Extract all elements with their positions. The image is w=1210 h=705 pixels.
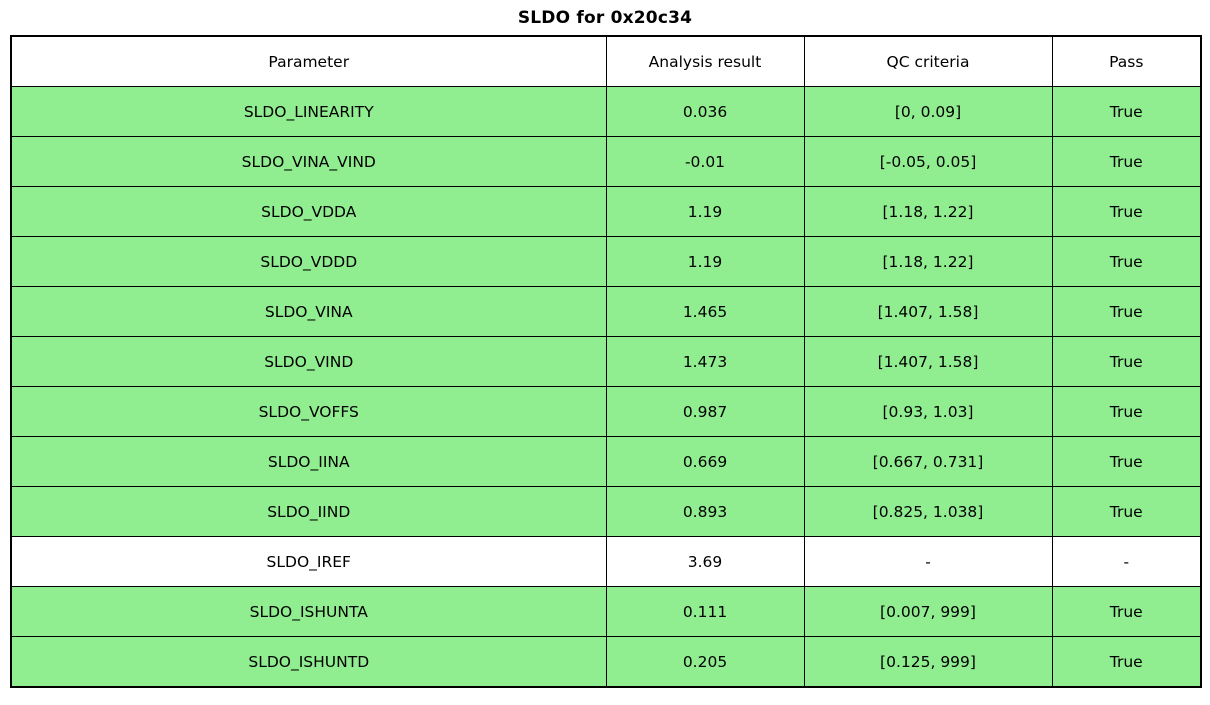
cell-analysis-result: 1.19	[605, 236, 805, 287]
cell-parameter: SLDO_LINEARITY	[10, 86, 607, 137]
cell-analysis-result: 1.465	[605, 286, 805, 337]
table-row: SLDO_IIND 0.893 [0.825, 1.038] True	[10, 486, 1202, 537]
cell-qc-criteria: [0.125, 999]	[803, 636, 1053, 688]
table-row: SLDO_ISHUNTD 0.205 [0.125, 999] True	[10, 636, 1202, 688]
cell-qc-criteria: [1.18, 1.22]	[803, 186, 1053, 237]
cell-pass: True	[1051, 86, 1202, 137]
cell-parameter: SLDO_VINA_VIND	[10, 136, 607, 187]
cell-analysis-result: -0.01	[605, 136, 805, 187]
table-row: SLDO_IINA 0.669 [0.667, 0.731] True	[10, 436, 1202, 487]
cell-qc-criteria: [1.407, 1.58]	[803, 286, 1053, 337]
table-row: SLDO_IREF 3.69- -	[10, 536, 1202, 587]
cell-parameter: SLDO_ISHUNTD	[10, 636, 607, 688]
cell-pass: True	[1051, 636, 1202, 688]
cell-qc-criteria: [1.407, 1.58]	[803, 336, 1053, 387]
cell-analysis-result: 0.987	[605, 386, 805, 437]
cell-qc-criteria: [0.93, 1.03]	[803, 386, 1053, 437]
table-header: Parameter Analysis result QC criteria Pa…	[10, 35, 1202, 87]
cell-pass: -	[1051, 536, 1202, 587]
cell-parameter: SLDO_VDDD	[10, 236, 607, 287]
cell-pass: True	[1051, 336, 1202, 387]
cell-parameter: SLDO_VINA	[10, 286, 607, 337]
header-row: Parameter Analysis result QC criteria Pa…	[10, 35, 1202, 87]
header-parameter: Parameter	[10, 35, 607, 87]
table-row: SLDO_VINA 1.465 [1.407, 1.58] True	[10, 286, 1202, 337]
table-row: SLDO_VIND 1.473 [1.407, 1.58] True	[10, 336, 1202, 387]
table-row: SLDO_LINEARITY 0.036 [0, 0.09] True	[10, 86, 1202, 137]
table-row: SLDO_VOFFS 0.987 [0.93, 1.03] True	[10, 386, 1202, 437]
cell-pass: True	[1051, 286, 1202, 337]
cell-parameter: SLDO_VIND	[10, 336, 607, 387]
qc-table: Parameter Analysis result QC criteria Pa…	[10, 35, 1202, 688]
cell-qc-criteria: [-0.05, 0.05]	[803, 136, 1053, 187]
cell-analysis-result: 1.473	[605, 336, 805, 387]
cell-qc-criteria: [0, 0.09]	[803, 86, 1053, 137]
cell-analysis-result: 1.19	[605, 186, 805, 237]
cell-analysis-result: 0.893	[605, 486, 805, 537]
table-row: SLDO_VDDD 1.19 [1.18, 1.22] True	[10, 236, 1202, 287]
cell-qc-criteria: [0.825, 1.038]	[803, 486, 1053, 537]
cell-analysis-result: 0.205	[605, 636, 805, 688]
cell-analysis-result: 0.669	[605, 436, 805, 487]
header-qc-criteria: QC criteria	[803, 35, 1053, 87]
cell-parameter: SLDO_IREF	[10, 536, 607, 587]
cell-pass: True	[1051, 386, 1202, 437]
cell-pass: True	[1051, 136, 1202, 187]
table-row: SLDO_VDDA 1.19 [1.18, 1.22] True	[10, 186, 1202, 237]
table-row: SLDO_VINA_VIND -0.01 [-0.05, 0.05] True	[10, 136, 1202, 187]
header-pass: Pass	[1051, 35, 1202, 87]
table-row: SLDO_ISHUNTA 0.111 [0.007, 999] True	[10, 586, 1202, 637]
cell-analysis-result: 0.111	[605, 586, 805, 637]
cell-pass: True	[1051, 486, 1202, 537]
cell-parameter: SLDO_VDDA	[10, 186, 607, 237]
table-body: SLDO_LINEARITY 0.036 [0, 0.09] True SLDO_VIN…	[10, 86, 1202, 688]
cell-pass: True	[1051, 586, 1202, 637]
cell-parameter: SLDO_VOFFS	[10, 386, 607, 437]
cell-pass: True	[1051, 436, 1202, 487]
cell-analysis-result: 0.036	[605, 86, 805, 137]
cell-parameter: SLDO_IIND	[10, 486, 607, 537]
cell-qc-criteria: -	[803, 536, 1053, 587]
cell-qc-criteria: [0.007, 999]	[803, 586, 1053, 637]
cell-analysis-result: 3.69	[605, 536, 805, 587]
chart-title: SLDO for 0x20c34	[517, 8, 693, 28]
cell-parameter: SLDO_IINA	[10, 436, 607, 487]
cell-parameter: SLDO_ISHUNTA	[10, 586, 607, 637]
cell-qc-criteria: [0.667, 0.731]	[803, 436, 1053, 487]
cell-qc-criteria: [1.18, 1.22]	[803, 236, 1053, 287]
cell-pass: True	[1051, 186, 1202, 237]
cell-pass: True	[1051, 236, 1202, 287]
header-analysis-result: Analysis result	[605, 35, 805, 87]
